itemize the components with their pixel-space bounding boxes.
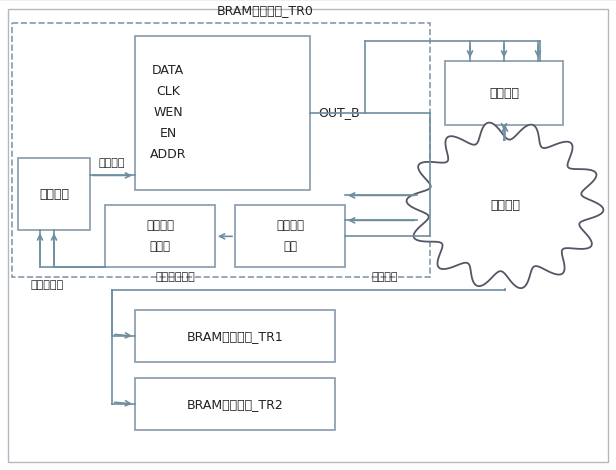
FancyBboxPatch shape	[135, 310, 335, 362]
Text: BRAM及自刷新_TR2: BRAM及自刷新_TR2	[187, 398, 283, 411]
Text: 三模表决: 三模表决	[489, 86, 519, 100]
Text: 算法读写支路: 算法读写支路	[155, 272, 195, 282]
FancyBboxPatch shape	[445, 61, 563, 125]
FancyBboxPatch shape	[135, 378, 335, 430]
Text: OUT_B: OUT_B	[318, 106, 360, 119]
Text: BRAM及自刷新_TR0: BRAM及自刷新_TR0	[217, 4, 314, 16]
Text: 内部算法: 内部算法	[490, 199, 520, 212]
Text: 自刷新控
制模块: 自刷新控 制模块	[146, 219, 174, 253]
Text: DATA
CLK
WEN
EN
ADDR: DATA CLK WEN EN ADDR	[150, 64, 187, 161]
Text: 算法监控
模块: 算法监控 模块	[276, 219, 304, 253]
Text: 自刷新支路: 自刷新支路	[30, 280, 63, 290]
Text: 时分复用: 时分复用	[39, 188, 69, 201]
Text: 监控信息: 监控信息	[371, 272, 399, 282]
Text: 读写控制: 读写控制	[99, 158, 125, 168]
FancyBboxPatch shape	[135, 36, 310, 190]
FancyBboxPatch shape	[235, 205, 345, 267]
FancyBboxPatch shape	[18, 158, 90, 230]
Polygon shape	[407, 123, 604, 288]
FancyBboxPatch shape	[105, 205, 215, 267]
Text: BRAM及自刷新_TR1: BRAM及自刷新_TR1	[187, 329, 283, 343]
